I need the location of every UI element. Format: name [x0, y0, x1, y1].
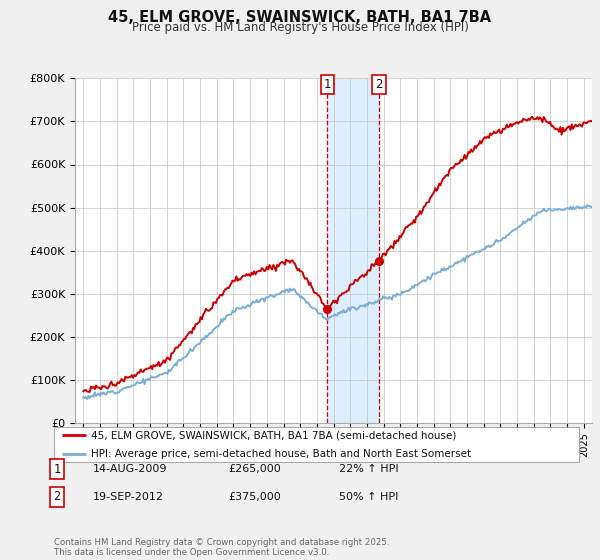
- Text: HPI: Average price, semi-detached house, Bath and North East Somerset: HPI: Average price, semi-detached house,…: [91, 449, 471, 459]
- Text: 1: 1: [53, 463, 61, 476]
- Text: 50% ↑ HPI: 50% ↑ HPI: [339, 492, 398, 502]
- Text: 1: 1: [323, 78, 331, 91]
- Text: Contains HM Land Registry data © Crown copyright and database right 2025.
This d: Contains HM Land Registry data © Crown c…: [54, 538, 389, 557]
- Text: 22% ↑ HPI: 22% ↑ HPI: [339, 464, 398, 474]
- Text: £265,000: £265,000: [228, 464, 281, 474]
- Text: 2: 2: [375, 78, 383, 91]
- Text: 2: 2: [53, 490, 61, 503]
- Text: 45, ELM GROVE, SWAINSWICK, BATH, BA1 7BA: 45, ELM GROVE, SWAINSWICK, BATH, BA1 7BA: [109, 10, 491, 25]
- Bar: [327, 78, 379, 423]
- Text: 14-AUG-2009: 14-AUG-2009: [93, 464, 167, 474]
- Text: 45, ELM GROVE, SWAINSWICK, BATH, BA1 7BA (semi-detached house): 45, ELM GROVE, SWAINSWICK, BATH, BA1 7BA…: [91, 430, 456, 440]
- Text: 19-SEP-2012: 19-SEP-2012: [93, 492, 164, 502]
- Text: Price paid vs. HM Land Registry's House Price Index (HPI): Price paid vs. HM Land Registry's House …: [131, 21, 469, 34]
- Text: £375,000: £375,000: [228, 492, 281, 502]
